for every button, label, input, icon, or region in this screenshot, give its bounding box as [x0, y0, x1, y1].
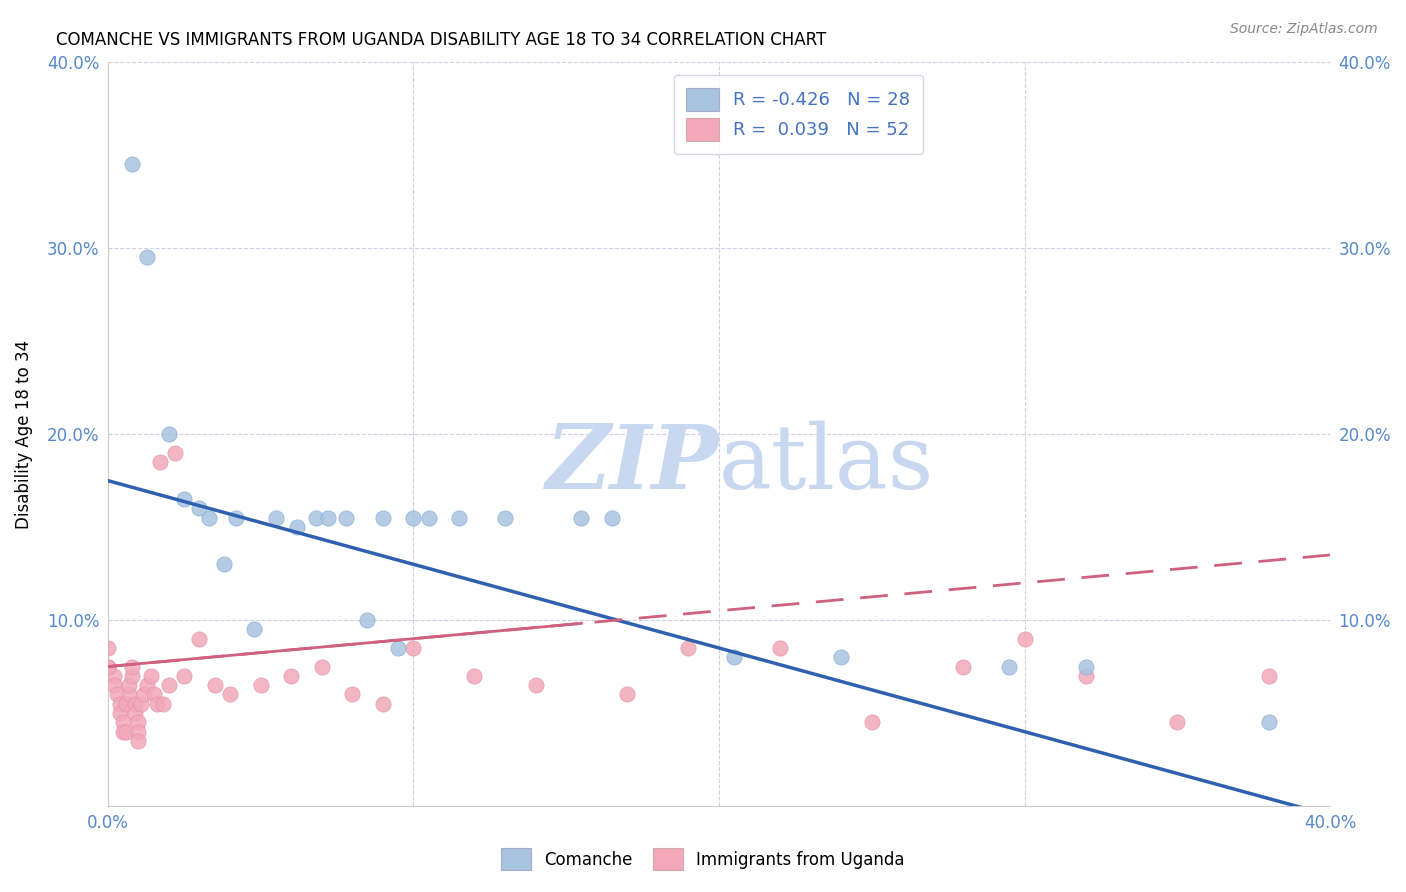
Point	[105, 688, 128, 702]
Point	[678, 640, 700, 655]
Point	[280, 669, 302, 683]
Point	[173, 492, 195, 507]
Point	[494, 510, 516, 524]
Point	[136, 251, 159, 265]
Text: atlas: atlas	[718, 420, 934, 508]
Point	[387, 640, 409, 655]
Point	[173, 669, 195, 683]
Point	[463, 669, 485, 683]
Point	[124, 706, 146, 720]
Point	[204, 678, 226, 692]
Point	[121, 659, 143, 673]
Point	[142, 688, 165, 702]
Point	[108, 706, 131, 720]
Point	[830, 650, 852, 665]
Point	[103, 669, 125, 683]
Point	[97, 659, 120, 673]
Point	[524, 678, 547, 692]
Point	[111, 724, 134, 739]
Point	[145, 697, 167, 711]
Y-axis label: Disability Age 18 to 34: Disability Age 18 to 34	[15, 340, 32, 529]
Point	[163, 446, 186, 460]
Point	[371, 697, 394, 711]
Point	[118, 688, 141, 702]
Point	[121, 669, 143, 683]
Point	[402, 640, 425, 655]
Point	[998, 659, 1021, 673]
Point	[127, 715, 149, 730]
Point	[121, 157, 143, 171]
Point	[149, 455, 172, 469]
Point	[127, 734, 149, 748]
Point	[131, 697, 153, 711]
Text: COMANCHE VS IMMIGRANTS FROM UGANDA DISABILITY AGE 18 TO 34 CORRELATION CHART: COMANCHE VS IMMIGRANTS FROM UGANDA DISAB…	[56, 31, 827, 49]
Text: ZIP: ZIP	[546, 421, 718, 508]
Point	[1258, 669, 1281, 683]
Point	[124, 697, 146, 711]
Point	[371, 510, 394, 524]
Point	[402, 510, 425, 524]
Point	[264, 510, 287, 524]
Point	[212, 558, 235, 572]
Point	[157, 678, 180, 692]
Point	[616, 688, 638, 702]
Point	[118, 678, 141, 692]
Point	[418, 510, 440, 524]
Point	[1014, 632, 1036, 646]
Point	[1074, 659, 1097, 673]
Point	[335, 510, 357, 524]
Point	[304, 510, 326, 524]
Point	[952, 659, 974, 673]
Point	[127, 724, 149, 739]
Point	[600, 510, 623, 524]
Point	[97, 659, 120, 673]
Point	[219, 688, 242, 702]
Point	[1074, 669, 1097, 683]
Point	[243, 623, 266, 637]
Point	[1166, 715, 1188, 730]
Point	[285, 520, 308, 534]
Point	[188, 501, 211, 516]
Point	[157, 427, 180, 442]
Point	[152, 697, 174, 711]
Legend: Comanche, Immigrants from Uganda: Comanche, Immigrants from Uganda	[495, 842, 911, 877]
Point	[860, 715, 883, 730]
Point	[108, 697, 131, 711]
Point	[188, 632, 211, 646]
Point	[356, 613, 378, 627]
Point	[197, 510, 219, 524]
Point	[134, 688, 156, 702]
Point	[136, 678, 159, 692]
Point	[1258, 715, 1281, 730]
Point	[769, 640, 792, 655]
Point	[225, 510, 247, 524]
Point	[311, 659, 333, 673]
Point	[111, 715, 134, 730]
Legend: R = -0.426   N = 28, R =  0.039   N = 52: R = -0.426 N = 28, R = 0.039 N = 52	[673, 75, 922, 153]
Point	[316, 510, 339, 524]
Point	[723, 650, 745, 665]
Point	[115, 697, 138, 711]
Point	[571, 510, 593, 524]
Point	[97, 640, 120, 655]
Point	[115, 724, 138, 739]
Point	[249, 678, 271, 692]
Point	[139, 669, 162, 683]
Point	[103, 678, 125, 692]
Text: Source: ZipAtlas.com: Source: ZipAtlas.com	[1230, 22, 1378, 37]
Point	[449, 510, 471, 524]
Point	[342, 688, 364, 702]
